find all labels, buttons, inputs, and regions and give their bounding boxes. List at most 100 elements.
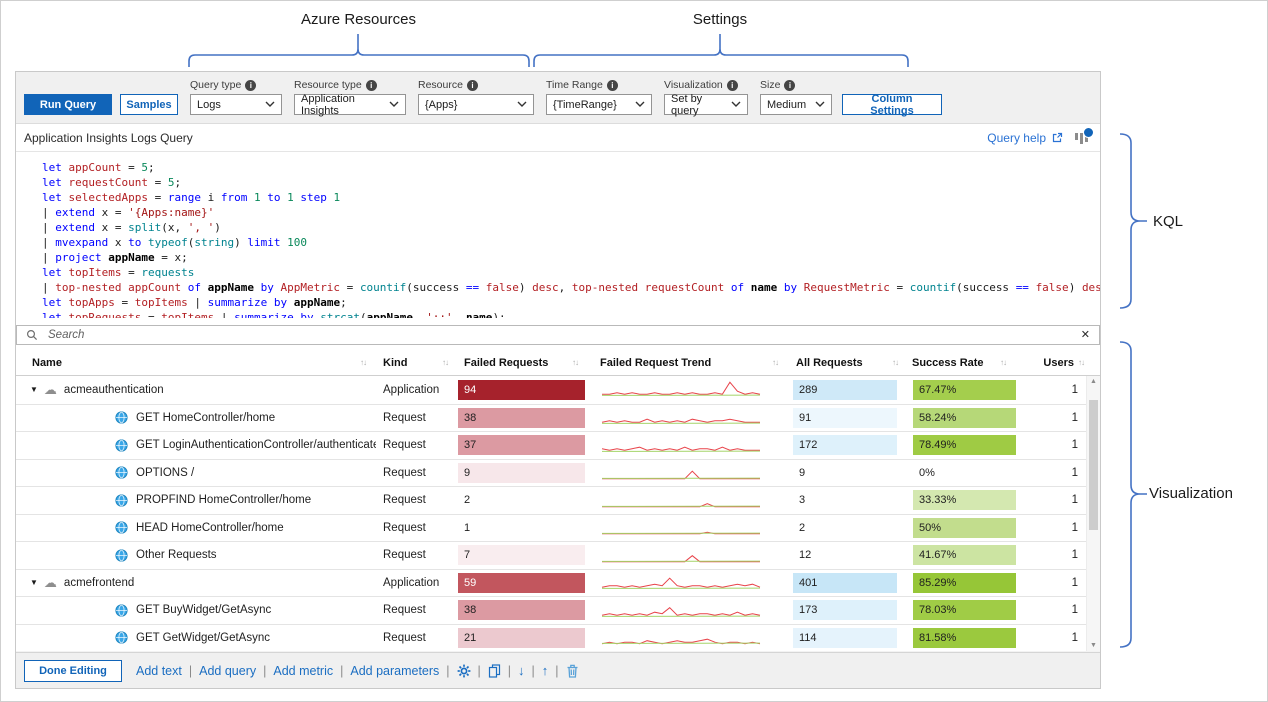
column-header-all-requests[interactable]: All Requests ↑↓	[796, 356, 899, 369]
row-kind-label: Request	[383, 604, 426, 617]
query-type-select[interactable]: Logs	[190, 94, 282, 115]
sort-icon[interactable]: ↑↓	[442, 358, 449, 367]
chevron-down-icon	[517, 101, 527, 107]
move-up-icon[interactable]: ↑	[541, 663, 549, 678]
sort-icon[interactable]: ↑↓	[772, 358, 779, 367]
request-globe-icon	[115, 466, 128, 479]
rate-value-cell: 41.67%	[913, 545, 1016, 566]
column-header-failed-requests[interactable]: Failed Requests ↑↓	[464, 356, 579, 369]
samples-gallery-icon[interactable]	[1075, 127, 1094, 144]
table-row[interactable]: Other Requests Request 7 12 41.67% 1	[16, 541, 1100, 569]
code-line: let requestCount = 5;	[42, 176, 182, 189]
run-query-button[interactable]: Run Query	[24, 94, 112, 115]
kql-code-editor[interactable]: let appCount = 5; let requestCount = 5; le…	[16, 152, 1100, 318]
code-line: let appCount = 5;	[42, 161, 155, 174]
row-kind-label: Request	[383, 411, 426, 424]
grid-header-row: Name ↑↓ Kind ↑↓ Failed Requests ↑↓ Failed R…	[16, 350, 1100, 376]
annotation-settings: Settings	[692, 11, 748, 28]
external-link-icon[interactable]	[1052, 132, 1063, 143]
info-icon: i	[606, 79, 618, 91]
query-section-header: Application Insights Logs Query Query he…	[16, 124, 1100, 152]
scroll-down-icon[interactable]: ▼	[1090, 642, 1097, 649]
table-row[interactable]: GET GetWidget/GetAsync Request 21 114 81.58%…	[16, 623, 1100, 651]
sort-icon[interactable]: ↑↓	[1078, 358, 1085, 367]
sort-icon[interactable]: ↑↓	[572, 358, 579, 367]
expand-collapse-icon[interactable]: ▼	[30, 578, 38, 588]
table-row[interactable]: ▼ ☁ acmefrontend Application 59 401 85.29% 1	[16, 568, 1100, 596]
row-name-label: GET LoginAuthenticationController/authen…	[136, 439, 376, 452]
search-bar: ✕	[16, 325, 1100, 345]
request-globe-icon	[115, 439, 128, 452]
expand-collapse-icon[interactable]: ▼	[30, 385, 38, 395]
info-icon: i	[466, 79, 478, 91]
time-range-select[interactable]: {TimeRange}	[546, 94, 652, 115]
size-select[interactable]: Medium	[760, 94, 832, 115]
table-row[interactable]: ▼ ☁ acmeauthentication Application 94 289 67.4…	[16, 376, 1100, 404]
rate-value-cell: 81.58%	[913, 627, 1016, 648]
grid-body: ▼ ☁ acmeauthentication Application 94 289 67.4…	[16, 376, 1100, 651]
code-line: let topItems = requests	[42, 266, 195, 279]
column-header-success-rate[interactable]: Success Rate ↑↓	[912, 356, 1007, 369]
scrollbar-thumb[interactable]	[1089, 400, 1098, 530]
resource-type-dropdown-group: Resource type i Application Insights	[294, 79, 406, 117]
query-type-dropdown-group: Query type i Logs	[190, 79, 282, 115]
clone-icon[interactable]	[488, 663, 501, 678]
application-cloud-icon: ☁	[43, 383, 57, 397]
visualization-select[interactable]: Set by query	[664, 93, 748, 117]
code-line: | mvexpand x to typeof(string) limit 100	[42, 236, 307, 249]
close-icon[interactable]: ✕	[1080, 328, 1090, 341]
row-name-label: HEAD HomeController/home	[136, 521, 284, 534]
failed-value-cell: 21	[458, 627, 585, 648]
query-help-link[interactable]: Query help	[987, 130, 1046, 145]
failed-request-trend-sparkline	[601, 577, 761, 590]
samples-button[interactable]: Samples	[120, 94, 178, 115]
users-value: 1	[1071, 383, 1078, 396]
query-title: Application Insights Logs Query	[24, 130, 193, 145]
resource-type-select[interactable]: Application Insights	[294, 93, 406, 117]
scroll-up-icon[interactable]: ▲	[1090, 378, 1097, 385]
column-header-kind[interactable]: Kind ↑↓	[383, 356, 449, 369]
sort-icon[interactable]: ↑↓	[360, 358, 367, 367]
table-row[interactable]: HEAD HomeController/home Request 1 2 50% 1	[16, 513, 1100, 541]
column-header-name[interactable]: Name ↑↓	[32, 356, 367, 369]
column-settings-button[interactable]: Column Settings	[842, 93, 942, 117]
chevron-down-icon	[389, 101, 399, 107]
table-row[interactable]: OPTIONS / Request 9 9 0% 1	[16, 458, 1100, 486]
vertical-scrollbar[interactable]: ▲ ▼	[1086, 376, 1100, 651]
application-cloud-icon: ☁	[43, 576, 57, 590]
delete-icon[interactable]	[566, 664, 579, 678]
all-value-cell: 172	[793, 435, 897, 456]
column-header-users[interactable]: Users ↑↓	[1043, 356, 1085, 369]
time-range-label: Time Range i	[546, 79, 652, 91]
query-toolbar: Run Query Samples Query type i Logs Resou…	[16, 72, 1100, 124]
users-value: 1	[1071, 631, 1078, 644]
sort-icon[interactable]: ↑↓	[892, 358, 899, 367]
move-down-icon[interactable]: ↓	[518, 663, 525, 678]
table-row[interactable]: GET HomeController/home Request 38 91 58.24%…	[16, 403, 1100, 431]
table-row[interactable]: GET LoginAuthenticationController/authen…	[16, 431, 1100, 459]
add-text-link[interactable]: Add text	[136, 663, 182, 678]
resource-select[interactable]: {Apps}	[418, 94, 534, 115]
search-input[interactable]	[46, 328, 1081, 342]
table-row[interactable]: PROPFIND HomeController/home Request 2 3 33.…	[16, 486, 1100, 514]
visualization-label: Visualization i	[664, 79, 748, 91]
gear-icon[interactable]	[457, 664, 471, 678]
failed-value-cell: 1	[464, 521, 471, 534]
table-row[interactable]: GET BuyWidget/GetAsync Request 38 173 78.03%…	[16, 596, 1100, 624]
rate-value-cell: 50%	[913, 517, 1016, 538]
column-header-failed-request-trend[interactable]: Failed Request Trend ↑↓	[600, 356, 779, 369]
add-parameters-link[interactable]: Add parameters	[350, 663, 440, 678]
rate-value-cell: 78.03%	[913, 600, 1016, 621]
workbook-panel: Run Query Samples Query type i Logs Resou…	[15, 71, 1101, 689]
code-line: | top-nested appCount of appName by AppM…	[42, 281, 1100, 294]
add-metric-link[interactable]: Add metric	[273, 663, 334, 678]
sort-icon[interactable]: ↑↓	[1000, 358, 1007, 367]
annotation-visualization: Visualization	[1149, 485, 1233, 502]
rate-value-cell: 33.33%	[913, 490, 1016, 511]
all-value-cell: 3	[799, 494, 806, 507]
row-kind-label: Request	[383, 521, 426, 534]
add-query-link[interactable]: Add query	[199, 663, 257, 678]
done-editing-button[interactable]: Done Editing	[24, 659, 122, 682]
info-icon: i	[726, 79, 738, 91]
row-kind-label: Request	[383, 549, 426, 562]
